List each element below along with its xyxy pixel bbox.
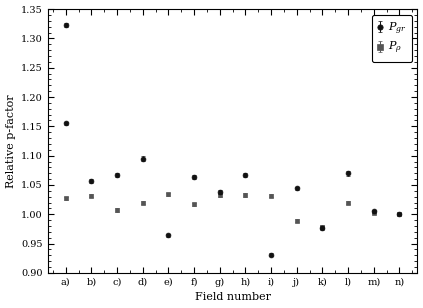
Legend: $P_{gr}$, $P_{\rho}$: $P_{gr}$, $P_{\rho}$ — [372, 14, 412, 62]
X-axis label: Field number: Field number — [195, 292, 271, 302]
Y-axis label: Relative p-factor: Relative p-factor — [5, 94, 16, 188]
